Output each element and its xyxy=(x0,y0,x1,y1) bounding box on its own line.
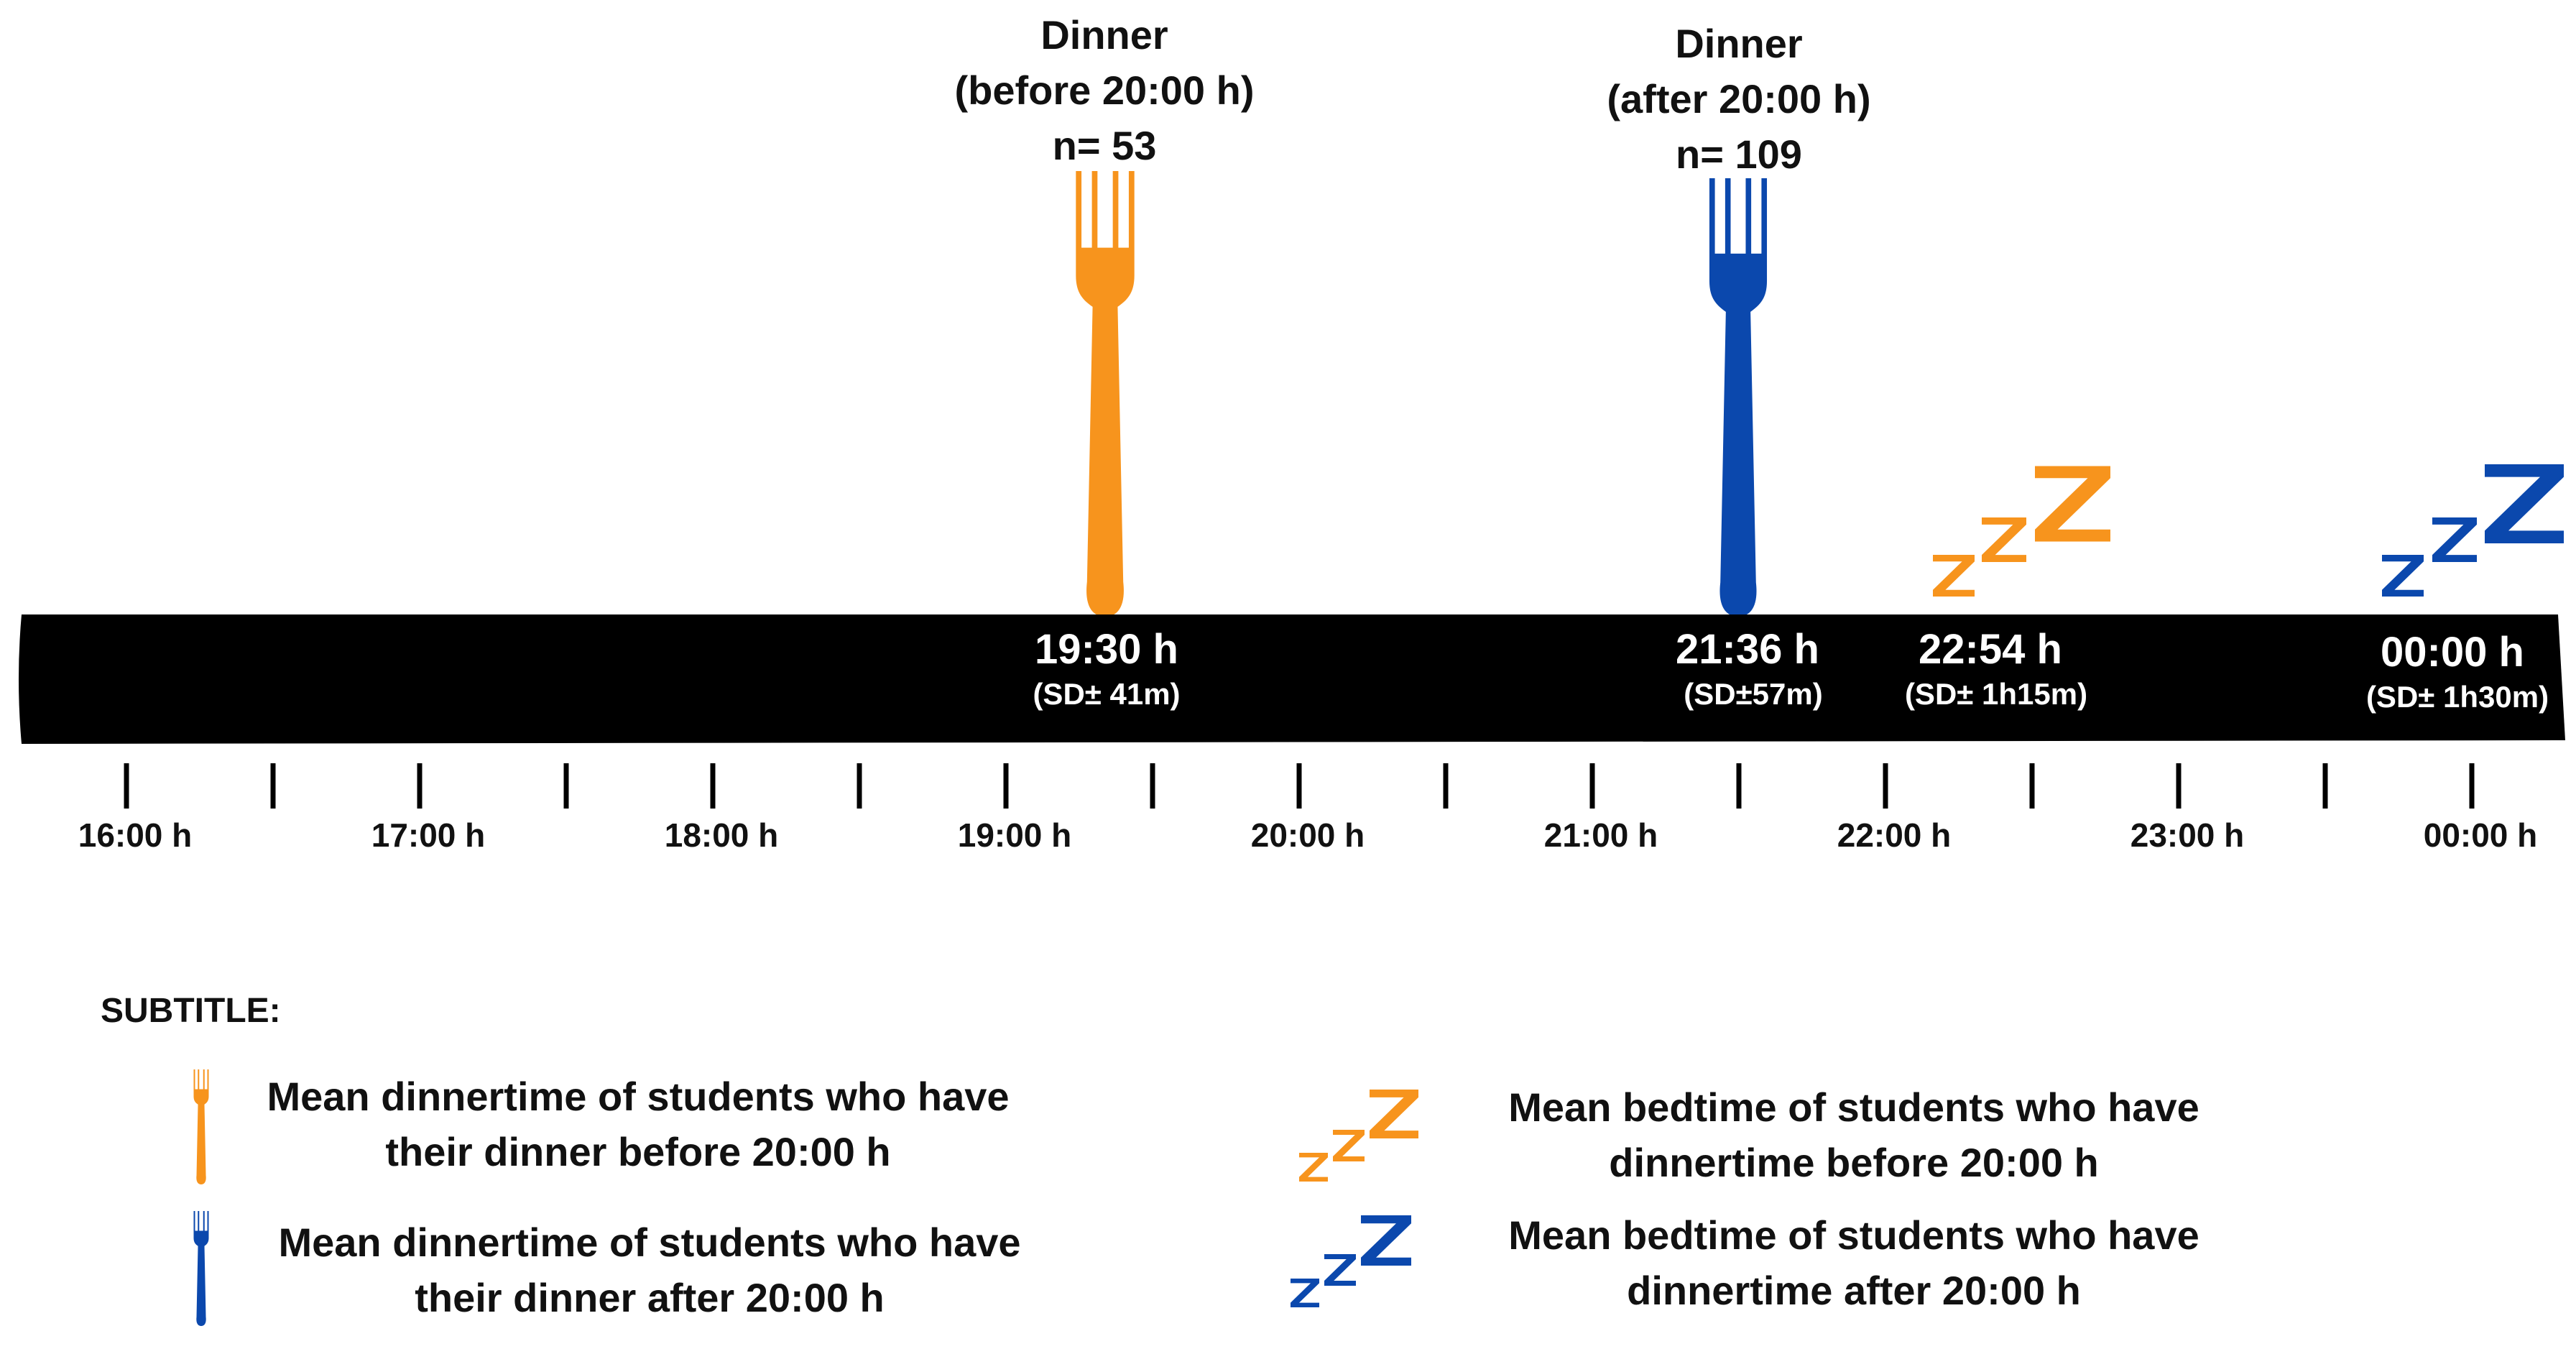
legend-fork-icon-orange xyxy=(193,1069,209,1184)
legend-dinner-after-line2: their dinner after 20:00 h xyxy=(415,1275,885,1320)
dinner-before-n: n= 53 xyxy=(1053,123,1157,168)
timeline-bar xyxy=(19,614,2565,744)
legend-bed-before-line1: Mean bedtime of students who have xyxy=(1508,1085,2199,1130)
dinner-before-subtitle: (before 20:00 h) xyxy=(955,68,1255,113)
zzz-sleep-icon-blue xyxy=(2382,464,2564,597)
z-large xyxy=(1361,1215,1411,1266)
dinner-after-time: 21:36 h xyxy=(1676,626,1819,673)
dinner-after-header: Dinner (after 20:00 h) n= 109 xyxy=(1607,21,1870,177)
dinner-after-subtitle: (after 20:00 h) xyxy=(1607,76,1870,121)
hour-label: 23:00 h xyxy=(2130,816,2245,854)
legend-bed-after-line2: dinnertime after 20:00 h xyxy=(1627,1268,2081,1313)
legend-zzz-sleep-icon-blue xyxy=(1291,1215,1411,1307)
z-large xyxy=(2485,464,2564,543)
dinner-before-header: Dinner (before 20:00 h) n= 53 xyxy=(955,12,1255,168)
legend-fork-icon-blue xyxy=(193,1211,209,1326)
z-large xyxy=(1370,1090,1418,1138)
hour-label: 00:00 h xyxy=(2424,816,2538,854)
legend: SUBTITLE: Mean dinnertime of students wh… xyxy=(101,992,2199,1326)
timeline-hour-labels: 16:00 h 17:00 h 18:00 h 19:00 h 20:00 h 21:00… xyxy=(78,816,2538,854)
z-small xyxy=(1933,555,1975,597)
hour-label: 17:00 h xyxy=(371,816,486,854)
dinner-before-title: Dinner xyxy=(1040,12,1168,57)
z-large xyxy=(2035,466,2110,542)
hour-label: 21:00 h xyxy=(1544,816,1658,854)
dinner-after-sd: (SD±57m) xyxy=(1684,677,1822,711)
bed-before-sd: (SD± 1h15m) xyxy=(1905,677,2087,711)
fork-icon-orange xyxy=(1076,171,1135,617)
legend-dinner-before-line2: their dinner before 20:00 h xyxy=(385,1129,890,1174)
hour-label: 20:00 h xyxy=(1251,816,1365,854)
z-medium xyxy=(2432,517,2477,562)
hour-label: 22:00 h xyxy=(1837,816,1952,854)
zzz-sleep-icon-orange xyxy=(1933,466,2110,597)
bed-before-time: 22:54 h xyxy=(1919,626,2062,673)
z-medium xyxy=(1333,1130,1365,1161)
z-small xyxy=(1299,1153,1328,1182)
dinner-before-time: 19:30 h xyxy=(1035,626,1178,673)
dinner-after-title: Dinner xyxy=(1675,21,1802,66)
fork-icon-blue xyxy=(1709,178,1768,617)
hour-label: 19:00 h xyxy=(958,816,1072,854)
bed-after-time: 00:00 h xyxy=(2381,629,2524,676)
legend-bed-after-line1: Mean bedtime of students who have xyxy=(1508,1212,2199,1258)
hour-label: 16:00 h xyxy=(78,816,193,854)
timeline-ticks xyxy=(124,763,2475,809)
legend-zzz-sleep-icon-orange xyxy=(1299,1090,1418,1182)
z-small xyxy=(1291,1279,1319,1307)
z-medium xyxy=(1982,517,2026,562)
dinner-after-n: n= 109 xyxy=(1676,132,1802,177)
legend-bed-before-line2: dinnertime before 20:00 h xyxy=(1609,1140,2099,1185)
bar-time-labels: 19:30 h (SD± 41m) 21:36 h (SD±57m) 22:54… xyxy=(1033,626,2549,714)
hour-label: 18:00 h xyxy=(665,816,779,854)
legend-dinner-before-line1: Mean dinnertime of students who have xyxy=(267,1074,1009,1119)
legend-title: SUBTITLE: xyxy=(101,992,281,1030)
z-small xyxy=(2382,555,2424,597)
bed-after-sd: (SD± 1h30m) xyxy=(2366,680,2549,714)
dinner-before-sd: (SD± 41m) xyxy=(1033,677,1180,711)
legend-dinner-after-line1: Mean dinnertime of students who have xyxy=(278,1220,1020,1265)
z-medium xyxy=(1324,1254,1356,1286)
